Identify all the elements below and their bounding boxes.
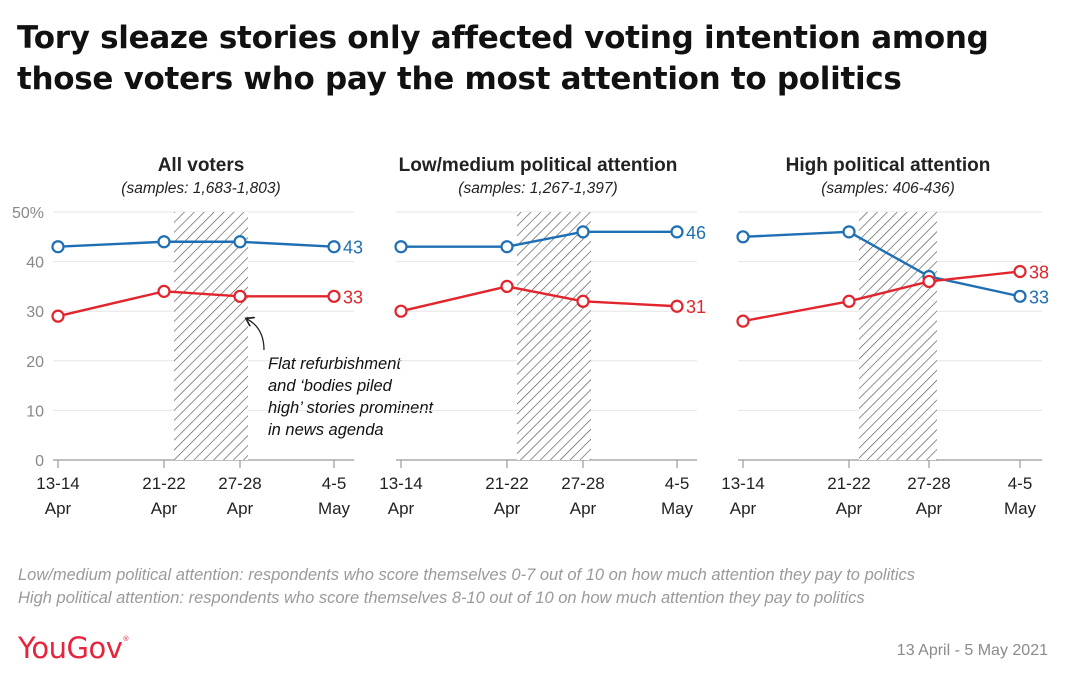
x-tick-label: May: [661, 499, 694, 518]
red-data-point: [736, 314, 750, 328]
x-tick-label: 27-28: [907, 474, 950, 493]
x-tick-label: Apr: [730, 499, 757, 518]
shaded-period: [174, 212, 248, 460]
annotation-arrow: [247, 319, 265, 351]
shaded-period: [859, 212, 937, 460]
x-tick-label: 21-22: [485, 474, 528, 493]
blue-data-point: [736, 230, 750, 244]
date-range: 13 April - 5 May 2021: [896, 642, 1048, 659]
red-data-point: [500, 279, 514, 293]
red-end-label: 38: [1029, 263, 1049, 283]
yougov-logo: YouGov®: [18, 631, 129, 665]
blue-data-point: [233, 235, 247, 249]
x-tick-label: Apr: [227, 499, 254, 518]
red-series-line: [400, 285, 678, 313]
logo-registered-mark: ®: [122, 635, 129, 643]
red-end-label: 31: [686, 297, 706, 317]
y-tick-label: 0: [35, 453, 44, 470]
blue-end-label: 46: [686, 223, 706, 243]
red-data-point: [576, 294, 590, 308]
y-tick-label: 30: [26, 304, 44, 321]
blue-data-point: [327, 240, 341, 254]
red-series-line: [742, 270, 1021, 323]
logo-text: YouGov: [18, 631, 123, 665]
panel-subtitle: (samples: 406-436): [821, 180, 955, 197]
annotation-text: high’ stories prominent: [268, 399, 435, 417]
red-data-point: [922, 274, 936, 289]
x-tick-label: Apr: [494, 499, 521, 518]
x-tick-label: May: [1004, 499, 1037, 518]
x-tick-label: 27-28: [218, 474, 261, 493]
red-end-label: 33: [343, 287, 363, 307]
x-tick-label: Apr: [836, 499, 863, 518]
red-data-point: [157, 284, 171, 298]
panel-subtitle: (samples: 1,267-1,397): [458, 180, 617, 197]
y-tick-label: 50%: [12, 205, 44, 222]
red-data-point: [1013, 264, 1027, 279]
blue-series-line: [57, 240, 335, 248]
x-tick-label: Apr: [151, 499, 178, 518]
x-tick-label: 4-5: [665, 474, 690, 493]
red-data-point: [327, 289, 341, 303]
annotation-text: Flat refurbishment: [268, 355, 402, 373]
annotation-text: in news agenda: [268, 421, 384, 439]
blue-end-label: 33: [1029, 287, 1049, 307]
blue-data-point: [670, 225, 684, 239]
panel-title: Low/medium political attention: [399, 155, 678, 176]
red-data-point: [670, 299, 684, 313]
x-tick-label: 27-28: [561, 474, 604, 493]
blue-data-point: [157, 235, 171, 249]
blue-data-point: [576, 225, 590, 239]
y-tick-label: 40: [26, 255, 44, 272]
panel-title: All voters: [158, 155, 245, 176]
footnote-low-medium: Low/medium political attention: responde…: [18, 566, 916, 584]
footnote-high: High political attention: respondents wh…: [18, 589, 865, 607]
panel-subtitle: (samples: 1,683-1,803): [121, 180, 280, 197]
red-data-point: [51, 309, 65, 323]
blue-data-point: [51, 240, 65, 254]
panel-title: High political attention: [786, 155, 991, 176]
blue-series-line: [742, 230, 1021, 298]
blue-series-line: [401, 230, 677, 248]
y-tick-label: 20: [26, 354, 44, 371]
red-data-point: [233, 289, 247, 303]
blue-data-point: [1013, 289, 1027, 303]
chart-title: Tory sleaze stories only affected voting…: [17, 20, 989, 97]
red-data-point: [842, 294, 856, 308]
x-tick-label: 13-14: [36, 474, 79, 493]
x-tick-label: 13-14: [721, 474, 764, 493]
x-tick-label: 21-22: [827, 474, 870, 493]
x-tick-label: Apr: [45, 499, 72, 518]
x-tick-label: Apr: [916, 499, 943, 518]
x-tick-label: May: [318, 499, 351, 518]
shaded-period: [517, 212, 591, 460]
x-tick-label: 21-22: [142, 474, 185, 493]
blue-data-point: [500, 240, 514, 254]
x-tick-label: 4-5: [1008, 474, 1033, 493]
red-data-point: [394, 304, 408, 318]
x-tick-label: 4-5: [322, 474, 347, 493]
blue-end-label: 43: [343, 238, 363, 258]
x-tick-label: 13-14: [379, 474, 422, 493]
blue-data-point: [842, 225, 856, 239]
x-tick-label: Apr: [388, 499, 415, 518]
annotation-text: and ‘bodies piled: [268, 377, 393, 395]
x-tick-label: Apr: [570, 499, 597, 518]
blue-data-point: [394, 240, 408, 254]
red-series-line: [57, 290, 334, 318]
y-tick-label: 10: [26, 403, 44, 420]
chart-area: All voters (samples: 1,683-1,803) 0 10 20 30 4…: [12, 155, 1049, 518]
